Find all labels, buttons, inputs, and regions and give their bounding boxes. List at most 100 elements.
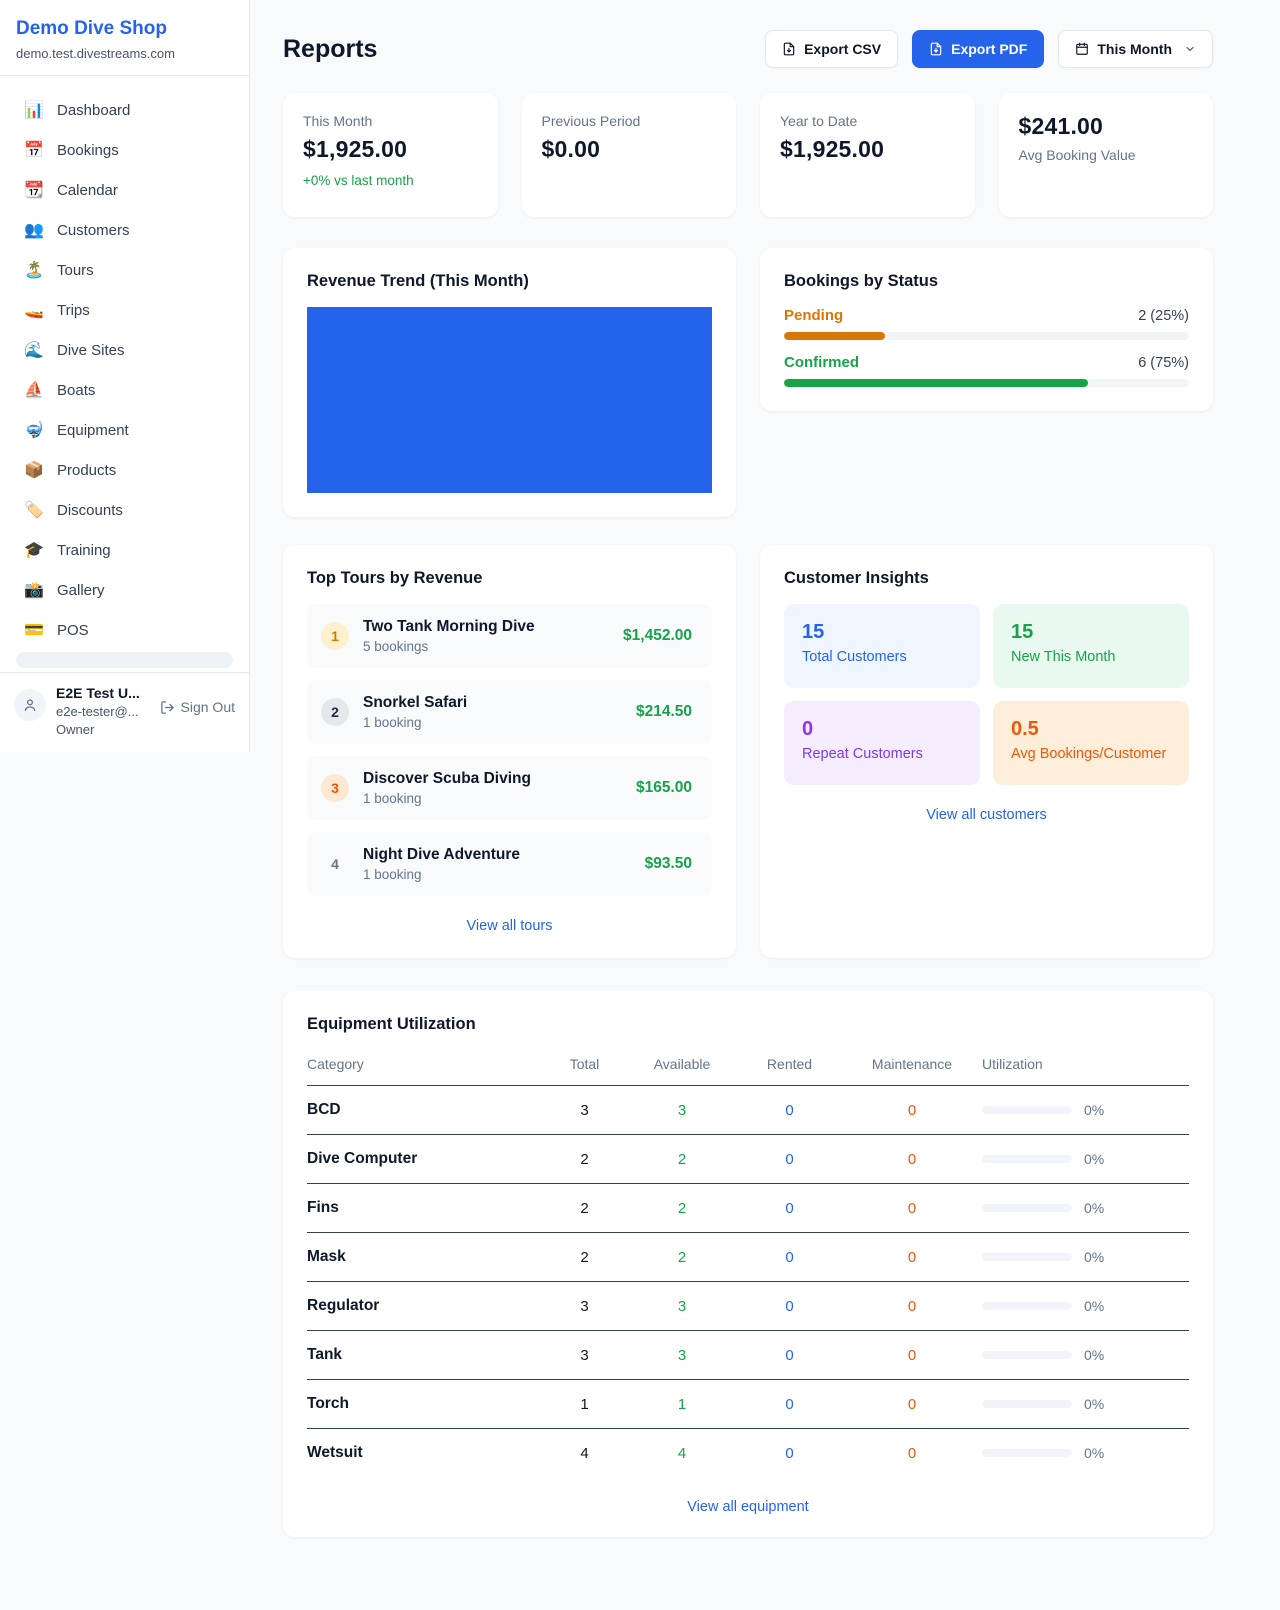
graduation-cap-icon: 🎓 (24, 542, 44, 559)
sidebar-item-dive-sites[interactable]: 🌊 Dive Sites (12, 330, 237, 370)
tour-bookings: 1 booking (363, 791, 422, 806)
stat-delta: +0% vs last month (303, 173, 414, 188)
camera-icon: 📸 (24, 582, 44, 599)
table-row: Tank 3 3 0 0 0% (307, 1330, 1189, 1380)
cell-maintenance: 0 (907, 1101, 917, 1119)
cell-category: Regulator (307, 1281, 542, 1331)
cell-maintenance: 0 (842, 1379, 982, 1429)
utilization-bar (982, 1106, 1072, 1114)
utilization-pct: 0% (1084, 1396, 1105, 1412)
view-all-tours-link[interactable]: View all tours (466, 918, 553, 934)
tile-label: Avg Bookings/Customer (1011, 746, 1167, 762)
status-row-confirmed: Confirmed 6 (75%) (784, 354, 1189, 387)
table-row: Mask 2 2 0 0 0% (307, 1232, 1189, 1282)
sidebar-item-gallery[interactable]: 📸 Gallery (12, 570, 237, 610)
tour-amount: $1,452.00 (623, 627, 692, 644)
cell-category: Dive Computer (307, 1134, 542, 1184)
sidebar-item-bookings[interactable]: 📅 Bookings (12, 130, 237, 170)
view-all-customers-link[interactable]: View all customers (926, 807, 1047, 823)
sidebar-item-trips[interactable]: 🚤 Trips (12, 290, 237, 330)
utilization-bar (982, 1204, 1072, 1212)
stat-cards: This Month $1,925.00 +0% vs last month P… (283, 93, 1213, 217)
rank-badge: 3 (321, 774, 349, 802)
cell-maintenance: 0 (842, 1183, 982, 1233)
list-item: 3 Discover Scuba Diving 1 booking $165.0… (307, 756, 712, 820)
status-row-pending: Pending 2 (25%) (784, 307, 1189, 340)
cell-available: 3 (627, 1330, 737, 1380)
cell-total: 3 (542, 1330, 627, 1380)
rank-badge: 2 (321, 698, 349, 726)
period-label: This Month (1097, 41, 1172, 57)
cell-category: Wetsuit (307, 1428, 542, 1477)
utilization-pct: 0% (1084, 1298, 1105, 1314)
tour-bookings: 1 booking (363, 867, 422, 882)
cell-available: 2 (627, 1232, 737, 1282)
table-row: Fins 2 2 0 0 0% (307, 1183, 1189, 1233)
sidebar-item-pos[interactable]: 💳 POS (12, 610, 237, 650)
cell-total: 1 (542, 1379, 627, 1429)
period-dropdown[interactable]: This Month (1058, 30, 1213, 68)
sidebar: Demo Dive Shop demo.test.divestreams.com… (0, 0, 250, 753)
cell-available: 2 (627, 1183, 737, 1233)
revenue-trend-card: Revenue Trend (This Month) (283, 248, 736, 517)
export-csv-button[interactable]: Export CSV (765, 30, 899, 68)
cell-rented: 0 (737, 1232, 842, 1282)
sidebar-item-label: POS (57, 621, 89, 639)
stat-label: Avg Booking Value (1018, 147, 1136, 163)
tile-total-customers: 15 Total Customers (784, 604, 980, 688)
revenue-trend-chart (307, 307, 712, 493)
cell-utilization: 0% (982, 1249, 1189, 1265)
utilization-pct: 0% (1084, 1347, 1105, 1363)
stat-value: $241.00 (1018, 113, 1104, 139)
progress-track (784, 379, 1189, 387)
table-header-row: Category Total Available Rented Maintena… (307, 1050, 1189, 1086)
sign-out-button[interactable]: Sign Out (160, 699, 235, 715)
sidebar-item-label: Tours (57, 261, 94, 279)
cell-maintenance: 0 (842, 1281, 982, 1331)
sidebar-item-products[interactable]: 📦 Products (12, 450, 237, 490)
sidebar-item-dashboard[interactable]: 📊 Dashboard (12, 90, 237, 130)
credit-card-icon: 💳 (24, 622, 44, 639)
sign-out-label: Sign Out (180, 699, 235, 715)
avatar (14, 689, 46, 721)
cell-rented: 0 (785, 1101, 794, 1119)
sidebar-item-tours[interactable]: 🏝️ Tours (12, 250, 237, 290)
sidebar-item-boats[interactable]: ⛵ Boats (12, 370, 237, 410)
cell-total: 2 (542, 1134, 627, 1184)
sidebar-item-equipment[interactable]: 🤿 Equipment (12, 410, 237, 450)
tile-avg-bookings-customer: 0.5 Avg Bookings/Customer (993, 701, 1189, 785)
sidebar-header: Demo Dive Shop demo.test.divestreams.com (0, 0, 249, 76)
stat-label: Previous Period (541, 113, 641, 129)
equipment-table: Category Total Available Rented Maintena… (307, 1050, 1189, 1477)
sidebar-item-calendar[interactable]: 📆 Calendar (12, 170, 237, 210)
sidebar-item-customers[interactable]: 👥 Customers (12, 210, 237, 250)
file-download-icon (783, 42, 795, 56)
sidebar-item-label: Dashboard (57, 101, 131, 119)
cell-utilization: 0% (982, 1347, 1189, 1363)
cell-category: BCD (307, 1101, 341, 1118)
chevron-down-icon (1186, 46, 1194, 52)
people-icon: 👥 (24, 222, 44, 239)
utilization-bar (982, 1253, 1072, 1261)
top-tours-card: Top Tours by Revenue 1 Two Tank Morning … (283, 545, 736, 958)
export-pdf-button[interactable]: Export PDF (912, 30, 1045, 68)
view-all-equipment-link[interactable]: View all equipment (687, 1499, 809, 1515)
dashboard-icon: 📊 (24, 102, 44, 119)
stat-label: This Month (303, 113, 373, 129)
sidebar-item-training[interactable]: 🎓 Training (12, 530, 237, 570)
tour-amount: $214.50 (635, 703, 692, 720)
table-row: Dive Computer 2 2 0 0 0% (307, 1134, 1189, 1184)
cell-available: 1 (627, 1379, 737, 1429)
cell-available: 2 (627, 1134, 737, 1184)
tile-value: 0.5 (1011, 718, 1039, 740)
sidebar-item-label: Discounts (57, 501, 123, 519)
col-utilization: Utilization (982, 1050, 1189, 1086)
utilization-bar (982, 1155, 1072, 1163)
package-icon: 📦 (24, 462, 44, 479)
user-info: E2E Test U... e2e-tester@... Owner (56, 685, 140, 738)
col-rented: Rented (737, 1050, 842, 1086)
stat-card-avg-booking-value: $241.00 Avg Booking Value (998, 93, 1213, 217)
equipment-utilization-title: Equipment Utilization (307, 1015, 476, 1033)
table-row: Regulator 3 3 0 0 0% (307, 1281, 1189, 1331)
sidebar-item-discounts[interactable]: 🏷️ Discounts (12, 490, 237, 530)
